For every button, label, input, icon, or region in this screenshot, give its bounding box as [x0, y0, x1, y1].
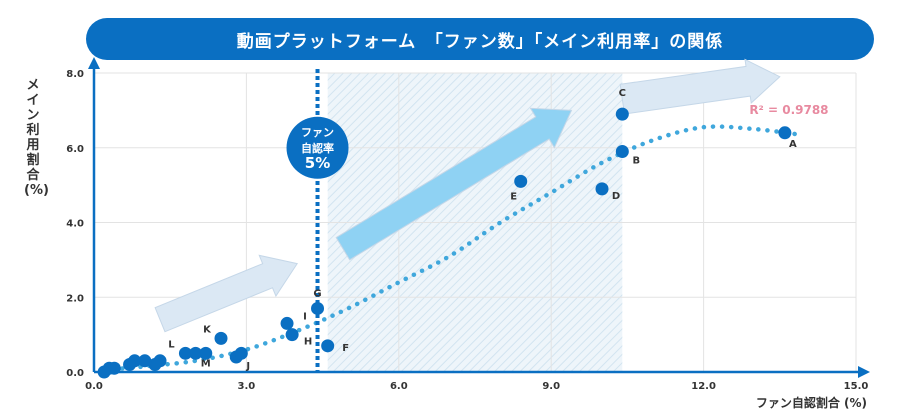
data-point-l	[178, 346, 192, 360]
point-label: M	[201, 358, 211, 369]
reference-badge	[286, 116, 349, 179]
x-axis-label: ファン自認割合 (%)	[755, 396, 867, 410]
point-label: E	[510, 191, 517, 202]
data-point-c	[615, 107, 629, 121]
point-label: F	[342, 343, 349, 354]
data-point	[189, 346, 203, 360]
y-tick-label: 0.0	[66, 368, 84, 379]
data-point-f	[321, 339, 335, 353]
data-point-g	[311, 301, 325, 315]
point-label: H	[304, 337, 312, 348]
x-tick-label: 0.0	[85, 381, 103, 392]
growth-arrow-3	[619, 58, 781, 115]
point-label: I	[303, 311, 307, 322]
y-tick-label: 8.0	[66, 69, 84, 80]
reference-badge-text: 5%	[305, 154, 330, 172]
y-axis-arrowhead	[88, 57, 100, 69]
chart-title-banner: 動画プラットフォーム 「ファン数」「メイン利用率」の関係	[86, 18, 874, 60]
data-point-b	[615, 144, 629, 158]
point-label: K	[203, 324, 212, 335]
x-tick-label: 12.0	[691, 381, 716, 392]
data-point-d	[595, 182, 609, 196]
data-point-a	[778, 126, 792, 140]
data-point-k	[214, 331, 228, 345]
data-point-i	[280, 316, 294, 330]
y-tick-label: 2.0	[66, 293, 84, 304]
x-tick-label: 3.0	[238, 381, 256, 392]
data-point	[234, 346, 248, 360]
reference-badge-text: ファン	[301, 126, 334, 139]
point-label: B	[633, 155, 641, 166]
y-axis-label: メイン利用割合 (%)	[24, 78, 49, 198]
x-tick-label: 6.0	[390, 381, 408, 392]
point-label: L	[168, 339, 175, 350]
x-tick-label: 9.0	[542, 381, 560, 392]
growth-arrow-1	[154, 254, 299, 333]
growth-arrow-2	[335, 107, 573, 261]
trendline	[101, 124, 803, 373]
data-point-h	[285, 328, 299, 342]
x-tick-label: 15.0	[844, 381, 869, 392]
reference-badge-text: 自認率	[301, 141, 334, 155]
data-point-e	[514, 174, 528, 188]
data-point-m	[199, 346, 213, 360]
point-label: G	[313, 288, 321, 299]
data-point	[148, 358, 162, 372]
point-label: D	[612, 191, 620, 202]
point-label: C	[619, 88, 626, 99]
y-tick-label: 6.0	[66, 144, 84, 155]
data-point	[138, 354, 152, 368]
data-point	[123, 358, 137, 372]
data-point	[97, 365, 111, 379]
point-label: A	[789, 139, 797, 150]
y-tick-label: 4.0	[66, 219, 84, 230]
x-axis-arrowhead	[858, 366, 870, 378]
point-label: J	[245, 361, 250, 372]
r-squared-label: R² = 0.9788	[749, 103, 828, 117]
